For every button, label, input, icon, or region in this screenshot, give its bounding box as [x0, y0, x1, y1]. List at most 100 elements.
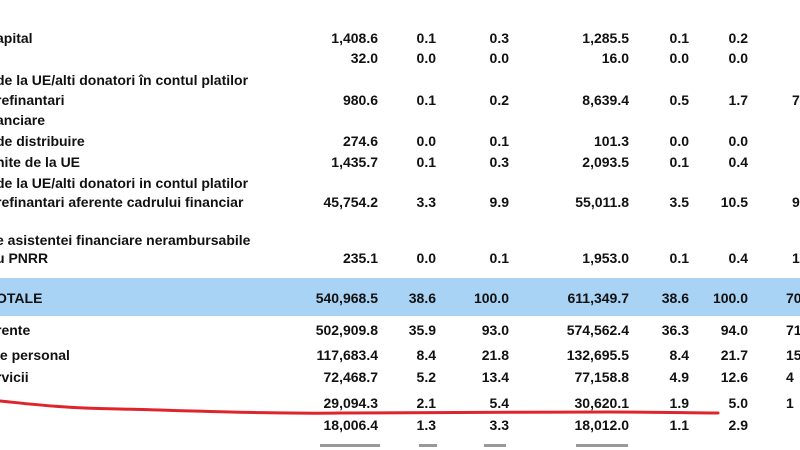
cell: 8,639.4 — [582, 92, 629, 108]
row-label: apital — [0, 30, 33, 46]
cell: 18,006.4 — [323, 417, 379, 433]
cell: 980.6 — [342, 92, 378, 108]
cell: 1.7 — [728, 92, 748, 108]
row-label: de la UE/alti donatori în contul platilo… — [0, 72, 249, 88]
cell: 0.2 — [728, 30, 748, 46]
cell: 0.1 — [669, 30, 689, 46]
cell: 101.3 — [593, 133, 629, 149]
cell: 0.0 — [669, 50, 689, 66]
cell: 235.1 — [342, 250, 378, 266]
cell: 1.9 — [669, 395, 689, 411]
cell: 21.8 — [481, 347, 509, 363]
cell-cut: 7 — [792, 92, 800, 108]
cell: 18,012.0 — [574, 417, 630, 433]
cell: 0.0 — [669, 133, 689, 149]
cell: 5.4 — [489, 395, 509, 411]
cell: 0.3 — [489, 30, 509, 46]
cell-cut: 1 — [792, 250, 800, 266]
cell: 5.0 — [728, 395, 748, 411]
cell: 8.4 — [669, 347, 689, 363]
cell: 0.0 — [416, 250, 436, 266]
cell: 3.3 — [489, 417, 509, 433]
cell: 0.5 — [669, 92, 689, 108]
cell: 1,435.7 — [331, 154, 378, 170]
cell: 1,953.0 — [582, 250, 629, 266]
cell: 574,562.4 — [566, 322, 629, 338]
cell: 2.1 — [416, 395, 436, 411]
row-label: e asistentei financiare nerambursabile — [0, 232, 251, 248]
cell-cut: 9 — [792, 194, 800, 210]
row-label: nite de la UE — [0, 154, 81, 170]
cell: 94.0 — [720, 322, 748, 338]
cell: 32.0 — [350, 50, 378, 66]
cell-cut: 1 — [786, 395, 794, 411]
cell: 0.1 — [669, 154, 689, 170]
cell: 77,158.8 — [574, 369, 630, 385]
cell: 0.2 — [489, 92, 509, 108]
cell: 1,408.6 — [331, 30, 378, 46]
cell: 0.4 — [728, 154, 748, 170]
cell: 16.0 — [601, 50, 629, 66]
cell: 10.5 — [720, 194, 748, 210]
cell: 4.9 — [669, 369, 689, 385]
cell: 36.3 — [661, 322, 689, 338]
cell: 72,468.7 — [323, 369, 379, 385]
cell-cut: 4 — [786, 369, 794, 385]
cell: 0.1 — [416, 30, 436, 46]
cell: 3.3 — [416, 194, 436, 210]
cell: 0.1 — [489, 250, 509, 266]
row-label: u PNRR — [0, 250, 49, 266]
cell: 5.2 — [416, 369, 436, 385]
cell: 1.3 — [416, 417, 436, 433]
cell: 13.4 — [481, 369, 509, 385]
cell: 2.9 — [728, 417, 748, 433]
cell: 0.0 — [728, 133, 748, 149]
cell: 100.0 — [712, 290, 748, 306]
cell: 0.0 — [416, 133, 436, 149]
row-label: anciare — [0, 112, 46, 128]
cell: 0.0 — [728, 50, 748, 66]
cell: 0.3 — [489, 154, 509, 170]
cell: 38.6 — [408, 290, 436, 306]
cell: 0.1 — [489, 133, 509, 149]
cell: 540,968.5 — [315, 290, 378, 306]
row-label: de distribuire — [0, 133, 85, 149]
cell: 38.6 — [661, 290, 689, 306]
cell: 93.0 — [481, 322, 509, 338]
cell: 132,695.5 — [566, 347, 629, 363]
row-label: refinantari — [0, 92, 65, 108]
cell: 29,094.3 — [323, 395, 379, 411]
row-label: OTALE — [0, 290, 43, 306]
cell: 0.0 — [489, 50, 509, 66]
cell-cut: 70 — [786, 290, 800, 306]
cell: 611,349.7 — [567, 290, 629, 306]
cell: 8.4 — [416, 347, 436, 363]
cell: 1,285.5 — [582, 30, 629, 46]
cell: 21.7 — [720, 347, 748, 363]
cell: 12.6 — [720, 369, 748, 385]
cell: 35.9 — [408, 322, 436, 338]
cell: 30,620.1 — [574, 395, 630, 411]
cell: 45,754.2 — [323, 194, 379, 210]
row-label: de la UE/alti donatori in contul platilo… — [0, 175, 249, 191]
cell: 0.4 — [728, 250, 748, 266]
totals-row-highlight — [0, 278, 800, 316]
cell: 0.1 — [416, 92, 436, 108]
cell: 117,683.4 — [316, 347, 378, 363]
cell: 3.5 — [669, 194, 689, 210]
row-label: le personal — [0, 347, 70, 363]
row-label: refinantari aferente cadrului financiar — [0, 194, 244, 210]
cell-cut: 71 — [786, 322, 800, 338]
row-label: rente — [0, 322, 31, 338]
cell: 100.0 — [473, 290, 509, 306]
cell: 9.9 — [489, 194, 509, 210]
cell-cut: 15 — [786, 347, 800, 363]
cropped-row — [0, 444, 800, 450]
cell: 502,909.8 — [315, 322, 378, 338]
cell: 2,093.5 — [582, 154, 629, 170]
cell: 55,011.8 — [575, 194, 629, 210]
row-label: rvicii — [0, 369, 29, 385]
cell: 0.1 — [416, 154, 436, 170]
cell: 1.1 — [669, 417, 689, 433]
